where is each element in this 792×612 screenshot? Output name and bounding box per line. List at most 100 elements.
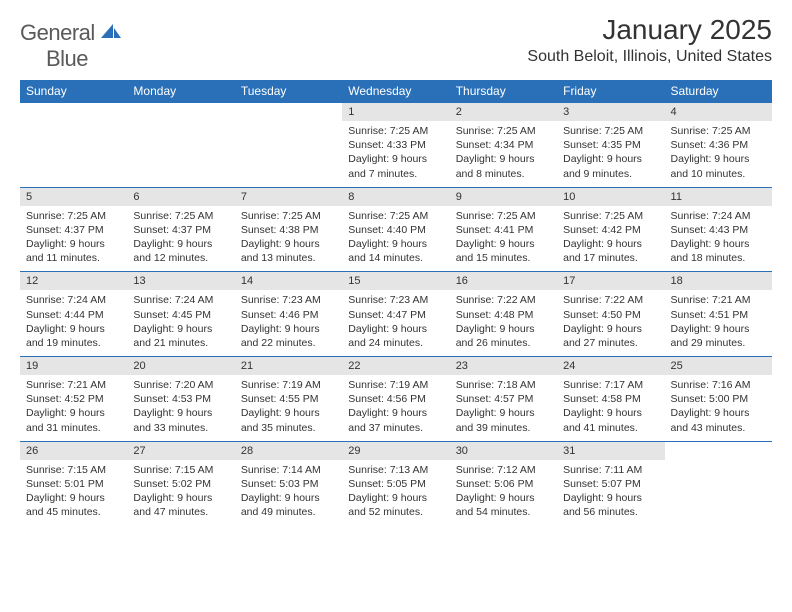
daylight-text-2: and 52 minutes. <box>348 506 423 518</box>
day-detail-cell: Sunrise: 7:23 AMSunset: 4:46 PMDaylight:… <box>235 290 342 356</box>
daylight-text-2: and 35 minutes. <box>241 422 316 434</box>
day-number-cell: 25 <box>665 357 772 376</box>
daylight-text-2: and 11 minutes. <box>26 252 100 264</box>
day-number-cell: 9 <box>450 187 557 206</box>
daylight-text-2: and 15 minutes. <box>456 252 531 264</box>
sunrise-text: Sunrise: 7:21 AM <box>26 379 106 391</box>
day-number-row: 262728293031 <box>20 441 772 460</box>
location-label: South Beloit, Illinois, United States <box>527 48 772 66</box>
weekday-header: Monday <box>127 80 234 103</box>
daylight-text-1: Daylight: 9 hours <box>241 492 320 504</box>
daylight-text-2: and 26 minutes. <box>456 337 531 349</box>
sunset-text: Sunset: 4:55 PM <box>241 393 319 405</box>
daylight-text-1: Daylight: 9 hours <box>671 323 750 335</box>
daylight-text-1: Daylight: 9 hours <box>456 492 535 504</box>
sunset-text: Sunset: 4:52 PM <box>26 393 104 405</box>
sunrise-text: Sunrise: 7:12 AM <box>456 464 536 476</box>
sunrise-text: Sunrise: 7:13 AM <box>348 464 428 476</box>
sunset-text: Sunset: 5:01 PM <box>26 478 104 490</box>
sunrise-text: Sunrise: 7:21 AM <box>671 294 751 306</box>
daylight-text-1: Daylight: 9 hours <box>26 323 105 335</box>
day-number-row: 1234 <box>20 103 772 122</box>
day-number-cell: 28 <box>235 441 342 460</box>
day-number-cell: 8 <box>342 187 449 206</box>
daylight-text-1: Daylight: 9 hours <box>348 238 427 250</box>
sunrise-text: Sunrise: 7:25 AM <box>563 125 643 137</box>
day-detail-cell: Sunrise: 7:19 AMSunset: 4:56 PMDaylight:… <box>342 375 449 441</box>
day-detail-cell: Sunrise: 7:25 AMSunset: 4:37 PMDaylight:… <box>127 206 234 272</box>
calendar-page: General Blue January 2025 South Beloit, … <box>0 0 792 525</box>
sunrise-text: Sunrise: 7:25 AM <box>26 210 106 222</box>
daylight-text-2: and 24 minutes. <box>348 337 423 349</box>
day-detail-cell: Sunrise: 7:25 AMSunset: 4:38 PMDaylight:… <box>235 206 342 272</box>
sunset-text: Sunset: 4:37 PM <box>26 224 104 236</box>
daylight-text-2: and 39 minutes. <box>456 422 531 434</box>
day-detail-cell <box>235 121 342 187</box>
day-detail-cell: Sunrise: 7:25 AMSunset: 4:37 PMDaylight:… <box>20 206 127 272</box>
daylight-text-1: Daylight: 9 hours <box>241 238 320 250</box>
sunrise-text: Sunrise: 7:25 AM <box>456 125 536 137</box>
weekday-header: Thursday <box>450 80 557 103</box>
sunrise-text: Sunrise: 7:17 AM <box>563 379 643 391</box>
sunset-text: Sunset: 4:58 PM <box>563 393 641 405</box>
daylight-text-1: Daylight: 9 hours <box>348 492 427 504</box>
day-number-cell: 30 <box>450 441 557 460</box>
day-number-cell <box>127 103 234 122</box>
sunrise-text: Sunrise: 7:14 AM <box>241 464 321 476</box>
day-detail-cell: Sunrise: 7:12 AMSunset: 5:06 PMDaylight:… <box>450 460 557 526</box>
calendar-table: SundayMondayTuesdayWednesdayThursdayFrid… <box>20 80 772 525</box>
weekday-header: Saturday <box>665 80 772 103</box>
day-detail-cell: Sunrise: 7:15 AMSunset: 5:01 PMDaylight:… <box>20 460 127 526</box>
sunrise-text: Sunrise: 7:15 AM <box>133 464 213 476</box>
daylight-text-2: and 45 minutes. <box>26 506 101 518</box>
logo-word2: Blue <box>46 46 88 71</box>
sunset-text: Sunset: 4:36 PM <box>671 139 749 151</box>
day-detail-cell: Sunrise: 7:14 AMSunset: 5:03 PMDaylight:… <box>235 460 342 526</box>
daylight-text-1: Daylight: 9 hours <box>26 407 105 419</box>
sunrise-text: Sunrise: 7:25 AM <box>456 210 536 222</box>
daylight-text-1: Daylight: 9 hours <box>133 238 212 250</box>
day-number-cell: 19 <box>20 357 127 376</box>
daylight-text-2: and 54 minutes. <box>456 506 531 518</box>
daylight-text-2: and 10 minutes. <box>671 168 746 180</box>
sunrise-text: Sunrise: 7:15 AM <box>26 464 106 476</box>
title-block: January 2025 South Beloit, Illinois, Uni… <box>527 14 772 66</box>
daylight-text-1: Daylight: 9 hours <box>456 153 535 165</box>
daylight-text-2: and 14 minutes. <box>348 252 423 264</box>
day-number-cell: 15 <box>342 272 449 291</box>
sunset-text: Sunset: 4:44 PM <box>26 309 104 321</box>
day-detail-cell: Sunrise: 7:22 AMSunset: 4:50 PMDaylight:… <box>557 290 664 356</box>
daylight-text-1: Daylight: 9 hours <box>456 238 535 250</box>
day-detail-cell: Sunrise: 7:22 AMSunset: 4:48 PMDaylight:… <box>450 290 557 356</box>
daylight-text-1: Daylight: 9 hours <box>671 407 750 419</box>
sunset-text: Sunset: 4:53 PM <box>133 393 211 405</box>
daylight-text-1: Daylight: 9 hours <box>456 407 535 419</box>
daylight-text-1: Daylight: 9 hours <box>348 407 427 419</box>
daylight-text-2: and 29 minutes. <box>671 337 746 349</box>
logo: General Blue <box>20 20 123 72</box>
sunrise-text: Sunrise: 7:24 AM <box>671 210 751 222</box>
sunset-text: Sunset: 4:43 PM <box>671 224 749 236</box>
sunset-text: Sunset: 4:51 PM <box>671 309 749 321</box>
day-number-cell: 14 <box>235 272 342 291</box>
sunset-text: Sunset: 4:47 PM <box>348 309 426 321</box>
sunrise-text: Sunrise: 7:23 AM <box>348 294 428 306</box>
day-number-cell: 1 <box>342 103 449 122</box>
daylight-text-2: and 18 minutes. <box>671 252 746 264</box>
daylight-text-2: and 49 minutes. <box>241 506 316 518</box>
daylight-text-1: Daylight: 9 hours <box>133 407 212 419</box>
sunset-text: Sunset: 5:05 PM <box>348 478 426 490</box>
day-number-row: 19202122232425 <box>20 357 772 376</box>
daylight-text-2: and 47 minutes. <box>133 506 208 518</box>
day-number-cell: 20 <box>127 357 234 376</box>
daylight-text-2: and 27 minutes. <box>563 337 638 349</box>
day-number-cell: 29 <box>342 441 449 460</box>
daylight-text-1: Daylight: 9 hours <box>241 323 320 335</box>
sunset-text: Sunset: 4:41 PM <box>456 224 534 236</box>
day-detail-row: Sunrise: 7:21 AM Sunset: 4:52 PM Daylight:… <box>20 375 772 441</box>
daylight-text-1: Daylight: 9 hours <box>241 407 320 419</box>
day-number-cell: 31 <box>557 441 664 460</box>
daylight-text-1: Daylight: 9 hours <box>348 323 427 335</box>
day-number-cell: 2 <box>450 103 557 122</box>
sunrise-text: Sunrise: 7:23 AM <box>241 294 321 306</box>
